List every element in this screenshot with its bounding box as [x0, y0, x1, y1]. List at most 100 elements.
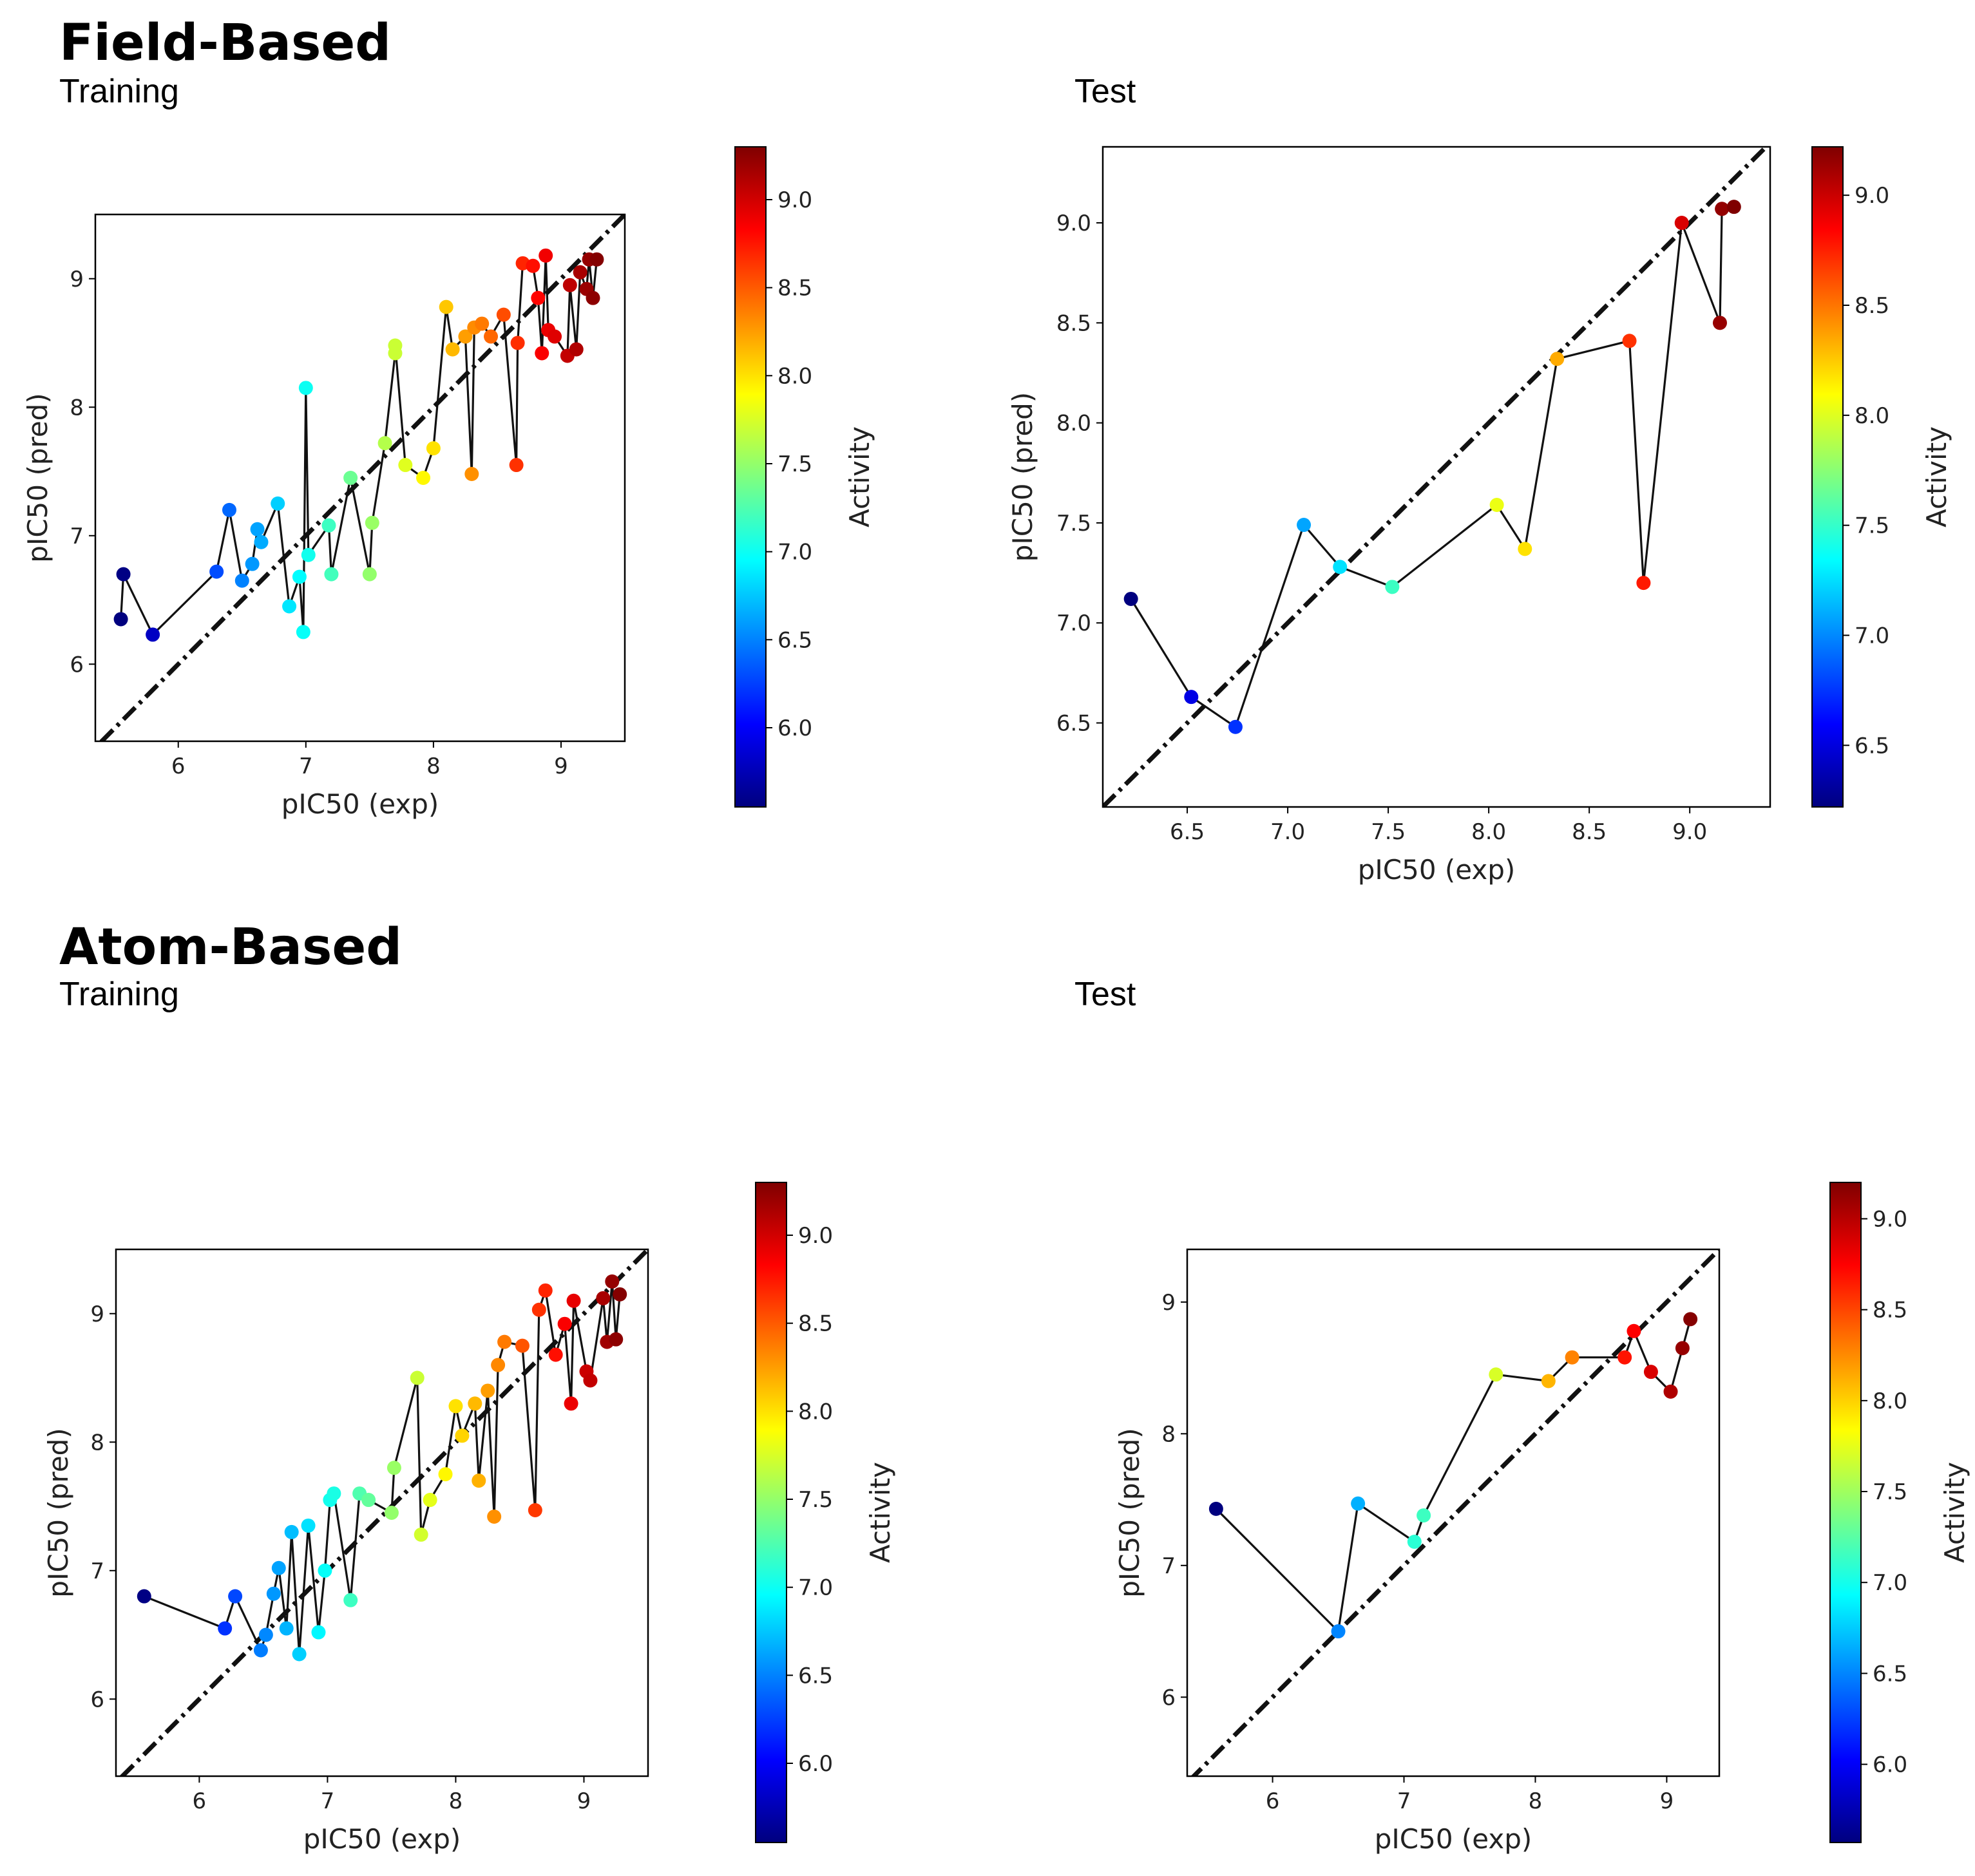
field-training-point — [548, 329, 562, 344]
atom-training-y-axis-label: pIC50 (pred) — [43, 1428, 74, 1597]
field-training-y-tick-label: 7 — [70, 524, 84, 549]
atom-training-point — [438, 1467, 453, 1482]
atom-training-x-tick-label: 6 — [193, 1788, 207, 1814]
field-test-x-tick-label: 7.0 — [1270, 819, 1305, 845]
field-training-point — [510, 336, 525, 350]
atom-test-y-tick-label: 7 — [1161, 1553, 1176, 1579]
atom-training-y-tick-label: 8 — [90, 1430, 104, 1455]
atom-test-point — [1627, 1323, 1641, 1338]
atom-training-colorbar — [755, 1182, 787, 1843]
atom-test-point — [1663, 1384, 1678, 1399]
atom-test-x-tick-label: 7 — [1397, 1788, 1411, 1814]
field-training-point — [222, 502, 236, 517]
atom-training-y-tick-label: 7 — [90, 1559, 104, 1584]
field-training-colorbar-label: Activity — [844, 426, 875, 527]
field-test-y-tick-label: 7.0 — [1056, 611, 1091, 636]
field-training-point — [458, 329, 473, 344]
field-training-x-tick-label: 6 — [171, 753, 186, 779]
field-test-label: Test — [1074, 73, 1136, 110]
field-training-x-tick-label: 9 — [554, 753, 568, 779]
atom-training-point — [253, 1643, 268, 1658]
field-training-colorbar-tick-label: 8.0 — [778, 363, 812, 389]
field-training-point — [377, 436, 392, 451]
field-training-point — [445, 342, 460, 357]
atom-training-point — [414, 1527, 428, 1542]
atom-training-point — [311, 1625, 326, 1640]
field-test-x-tick-label: 7.5 — [1371, 819, 1406, 845]
atom-test-y-axis-label: pIC50 (pred) — [1114, 1428, 1145, 1597]
field-training-point — [398, 458, 413, 473]
field-based-title: Field-Based — [59, 14, 392, 72]
field-test-point — [1228, 719, 1243, 734]
atom-training-point — [292, 1647, 307, 1662]
atom-training-colorbar-label: Activity — [864, 1462, 896, 1563]
atom-based-title: Atom-Based — [59, 918, 403, 976]
field-training-label: Training — [59, 73, 179, 110]
field-test-y-tick-label: 7.5 — [1056, 511, 1091, 536]
atom-test-point — [1407, 1534, 1422, 1549]
atom-training-point — [271, 1560, 286, 1575]
field-training-colorbar-tick-label: 6.0 — [778, 715, 812, 741]
atom-test-point — [1489, 1367, 1503, 1382]
atom-training-point — [548, 1347, 563, 1362]
atom-training-point — [531, 1302, 546, 1317]
field-training-frame — [94, 213, 626, 743]
atom-training-point — [327, 1486, 341, 1501]
atom-training-point — [487, 1509, 502, 1524]
field-test-point — [1636, 576, 1651, 591]
field-test-colorbar-tick-label: 7.0 — [1855, 623, 1889, 649]
atom-test-point — [1351, 1496, 1366, 1511]
atom-training-point — [481, 1383, 495, 1398]
atom-test-colorbar-tick-label: 9.0 — [1873, 1206, 1907, 1232]
field-test-point — [1333, 560, 1348, 574]
field-training-identity-line — [98, 214, 625, 741]
atom-test-point — [1617, 1350, 1632, 1365]
atom-training-point — [448, 1399, 463, 1414]
field-test-point — [1385, 580, 1400, 594]
field-test-y-axis-label: pIC50 (pred) — [1007, 392, 1038, 562]
field-test-point — [1550, 352, 1565, 366]
atom-training-frame — [115, 1248, 649, 1777]
field-training-colorbar-tick-label: 9.0 — [778, 187, 812, 213]
field-test-point — [1715, 202, 1730, 216]
field-training-point — [388, 338, 403, 353]
field-test-x-tick-label: 6.5 — [1170, 819, 1205, 845]
atom-test-colorbar-tick-label: 7.0 — [1873, 1570, 1907, 1596]
field-training-point — [496, 307, 511, 322]
field-test-point — [1297, 518, 1312, 533]
field-training-chart: 6 7 8 9 6 7 8 9 pIC50 (exp) pIC50 (pred) 6.0 6.5 7.0… — [22, 146, 875, 820]
field-test-point — [1622, 334, 1637, 348]
field-test-colorbar-tick-label: 8.0 — [1855, 403, 1889, 429]
atom-training-colorbar-tick-label: 9.0 — [798, 1223, 833, 1249]
atom-test-y-tick-label: 8 — [1161, 1421, 1176, 1447]
field-test-x-axis-label: pIC50 (exp) — [1358, 854, 1516, 886]
field-test-colorbar-tick-label: 7.5 — [1855, 513, 1889, 539]
field-test-point — [1674, 216, 1689, 231]
field-training-point — [539, 248, 553, 263]
field-training-x-tick-label: 8 — [426, 753, 441, 779]
field-test-y-tick-label: 8.5 — [1056, 310, 1091, 336]
atom-test-colorbar-tick-label: 8.5 — [1873, 1298, 1907, 1323]
atom-training-plot-area — [116, 1249, 648, 1776]
field-training-point — [234, 573, 249, 588]
atom-test-colorbar — [1829, 1182, 1862, 1843]
field-training-point — [292, 569, 307, 584]
atom-test-colorbar-label: Activity — [1939, 1462, 1970, 1563]
atom-test-colorbar-tick-label: 8.0 — [1873, 1388, 1907, 1414]
field-test-colorbar-label: Activity — [1921, 426, 1952, 527]
field-training-point — [439, 299, 453, 314]
atom-test-point — [1541, 1374, 1556, 1388]
field-training-point — [296, 625, 310, 640]
atom-training-colorbar-tick-label: 6.5 — [798, 1663, 833, 1689]
atom-training-point — [538, 1283, 553, 1298]
atom-test-colorbar-tick-label: 6.0 — [1873, 1752, 1907, 1778]
atom-test-x-axis-label: pIC50 (exp) — [1375, 1823, 1532, 1855]
field-training-point — [526, 258, 540, 273]
field-test-point — [1726, 200, 1741, 214]
field-training-point — [562, 278, 577, 292]
atom-training-point — [566, 1293, 581, 1308]
field-training-y-tick-label: 8 — [70, 395, 84, 421]
field-training-colorbar-tick-label: 6.5 — [778, 627, 812, 653]
atom-training-colorbar-tick-label: 6.0 — [798, 1751, 833, 1777]
atom-training-colorbar-tick-label: 8.0 — [798, 1399, 833, 1425]
